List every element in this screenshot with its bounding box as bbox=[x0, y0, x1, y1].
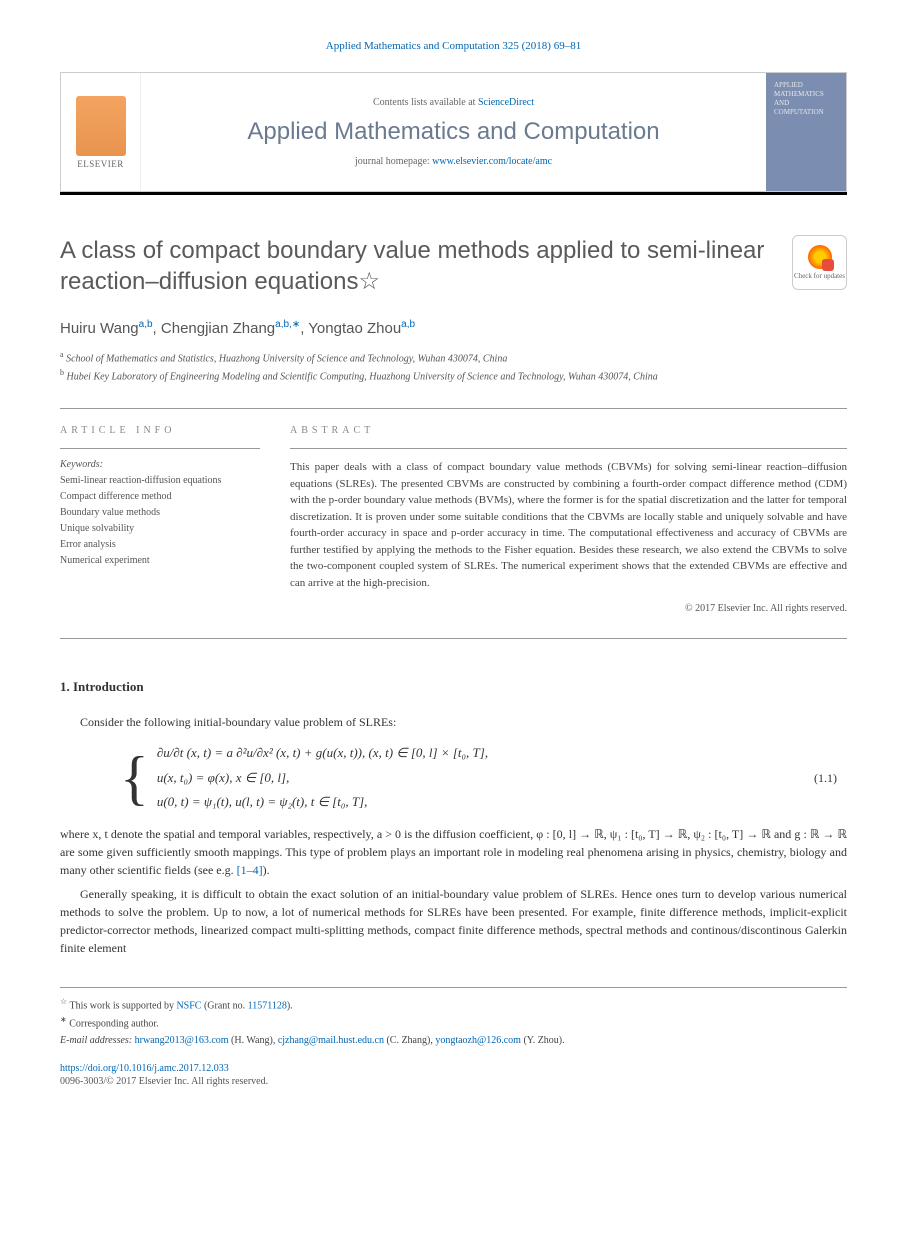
email-2[interactable]: cjzhang@mail.hust.edu.cn bbox=[278, 1035, 384, 1046]
equation-brace: { bbox=[120, 744, 149, 813]
email-3-name: (Y. Zhou). bbox=[521, 1035, 565, 1046]
author-2-aff: a,b,∗ bbox=[275, 319, 300, 330]
sciencedirect-link[interactable]: ScienceDirect bbox=[478, 97, 534, 108]
crossmark-icon bbox=[808, 245, 832, 269]
footnote-corresponding: ∗ Corresponding author. bbox=[60, 1014, 847, 1032]
keyword: Compact difference method bbox=[60, 489, 260, 505]
homepage-prefix: journal homepage: bbox=[355, 156, 432, 167]
journal-header: ELSEVIER Contents lists available at Sci… bbox=[60, 72, 847, 192]
cover-line4: COMPUTATION bbox=[774, 108, 838, 117]
copyright-line: © 2017 Elsevier Inc. All rights reserved… bbox=[290, 603, 847, 614]
affiliations: a School of Mathematics and Statistics, … bbox=[60, 349, 847, 384]
contents-prefix: Contents lists available at bbox=[373, 97, 478, 108]
journal-cover-thumbnail[interactable]: APPLIED MATHEMATICS AND COMPUTATION bbox=[766, 73, 846, 191]
keyword: Semi-linear reaction-diffusion equations bbox=[60, 473, 260, 489]
equation-line-1: ∂u/∂t (x, t) = a ∂²u/∂x² (x, t) + g(u(x,… bbox=[157, 741, 488, 766]
email-1[interactable]: hrwang2013@163.com bbox=[135, 1035, 229, 1046]
corresponding-text: Corresponding author. bbox=[69, 1019, 158, 1030]
cover-line1: APPLIED bbox=[774, 81, 838, 90]
keyword: Boundary value methods bbox=[60, 505, 260, 521]
equation-line-2: u(x, t₀) = φ(x), x ∈ [0, l], bbox=[157, 766, 488, 791]
header-rule bbox=[60, 192, 847, 195]
author-2: Chengjian Zhang bbox=[161, 320, 275, 337]
article-info-header: ARTICLE INFO bbox=[60, 425, 260, 436]
homepage-line: journal homepage: www.elsevier.com/locat… bbox=[355, 156, 552, 167]
abstract-header: ABSTRACT bbox=[290, 425, 847, 436]
email-1-name: (H. Wang), bbox=[229, 1035, 278, 1046]
author-3-aff: a,b bbox=[401, 319, 415, 330]
issn-line: 0096-3003/© 2017 Elsevier Inc. All right… bbox=[60, 1076, 847, 1087]
funding-end: ). bbox=[287, 1000, 293, 1011]
funding-pre: This work is supported by bbox=[70, 1000, 177, 1011]
cover-line3: AND bbox=[774, 99, 838, 108]
author-1: Huiru Wang bbox=[60, 320, 139, 337]
intro-paragraph-2: where x, t denote the spatial and tempor… bbox=[60, 825, 847, 879]
abstract-column: ABSTRACT This paper deals with a class o… bbox=[290, 425, 847, 614]
affiliation-a: School of Mathematics and Statistics, Hu… bbox=[66, 354, 507, 365]
footnote-emails: E-mail addresses: hrwang2013@163.com (H.… bbox=[60, 1033, 847, 1049]
crossmark-text: Check for updates bbox=[794, 272, 845, 280]
keywords-list: Semi-linear reaction-diffusion equations… bbox=[60, 473, 260, 569]
keyword: Numerical experiment bbox=[60, 553, 260, 569]
elsevier-tree-icon bbox=[76, 96, 126, 156]
email-label: E-mail addresses: bbox=[60, 1035, 135, 1046]
p2-post: ). bbox=[263, 863, 270, 877]
footnotes: ☆ This work is supported by NSFC (Grant … bbox=[60, 987, 847, 1049]
contents-line: Contents lists available at ScienceDirec… bbox=[373, 97, 534, 108]
divider bbox=[60, 408, 847, 409]
crossmark-badge[interactable]: Check for updates bbox=[792, 235, 847, 290]
equation-lines: ∂u/∂t (x, t) = a ∂²u/∂x² (x, t) + g(u(x,… bbox=[157, 741, 488, 815]
keyword: Unique solvability bbox=[60, 521, 260, 537]
header-center: Contents lists available at ScienceDirec… bbox=[141, 73, 766, 191]
author-1-aff: a,b bbox=[139, 319, 153, 330]
elsevier-logo[interactable]: ELSEVIER bbox=[61, 73, 141, 191]
homepage-link[interactable]: www.elsevier.com/locate/amc bbox=[432, 156, 552, 167]
doi-link[interactable]: https://doi.org/10.1016/j.amc.2017.12.03… bbox=[60, 1063, 847, 1074]
citation-line: Applied Mathematics and Computation 325 … bbox=[60, 40, 847, 52]
abstract-rule bbox=[290, 448, 847, 449]
title-text: A class of compact boundary value method… bbox=[60, 237, 764, 295]
equation-1-1: { ∂u/∂t (x, t) = a ∂²u/∂x² (x, t) + g(u(… bbox=[120, 741, 847, 815]
authors-line: Huiru Wanga,b, Chengjian Zhanga,b,∗, Yon… bbox=[60, 319, 847, 337]
abstract-text: This paper deals with a class of compact… bbox=[290, 459, 847, 591]
footnote-funding: ☆ This work is supported by NSFC (Grant … bbox=[60, 996, 847, 1014]
section-1-heading: 1. Introduction bbox=[60, 679, 847, 695]
funding-post: (Grant no. bbox=[201, 1000, 247, 1011]
p2-pre: where x, t denote the spatial and tempor… bbox=[60, 827, 847, 877]
intro-paragraph-3: Generally speaking, it is difficult to o… bbox=[60, 885, 847, 957]
grant-link[interactable]: 11571128 bbox=[248, 1000, 287, 1011]
equation-number: (1.1) bbox=[814, 771, 847, 786]
nsfc-link[interactable]: NSFC bbox=[176, 1000, 201, 1011]
email-2-name: (C. Zhang), bbox=[384, 1035, 435, 1046]
ref-link-1-4[interactable]: [1–4] bbox=[237, 863, 263, 877]
journal-name: Applied Mathematics and Computation bbox=[247, 118, 659, 146]
divider-2 bbox=[60, 638, 847, 639]
affiliation-b: Hubei Key Laboratory of Engineering Mode… bbox=[67, 371, 658, 382]
email-3[interactable]: yongtaozh@126.com bbox=[435, 1035, 521, 1046]
keyword: Error analysis bbox=[60, 537, 260, 553]
elsevier-text: ELSEVIER bbox=[77, 159, 124, 169]
article-info-column: ARTICLE INFO Keywords: Semi-linear react… bbox=[60, 425, 260, 614]
author-3: Yongtao Zhou bbox=[308, 320, 401, 337]
keywords-label: Keywords: bbox=[60, 459, 260, 470]
title-star: ☆ bbox=[358, 268, 380, 295]
article-title: A class of compact boundary value method… bbox=[60, 235, 772, 297]
intro-paragraph-1: Consider the following initial-boundary … bbox=[60, 713, 847, 731]
equation-line-3: u(0, t) = ψ₁(t), u(l, t) = ψ₂(t), t ∈ [t… bbox=[157, 790, 488, 815]
cover-line2: MATHEMATICS bbox=[774, 90, 838, 99]
info-rule bbox=[60, 448, 260, 449]
